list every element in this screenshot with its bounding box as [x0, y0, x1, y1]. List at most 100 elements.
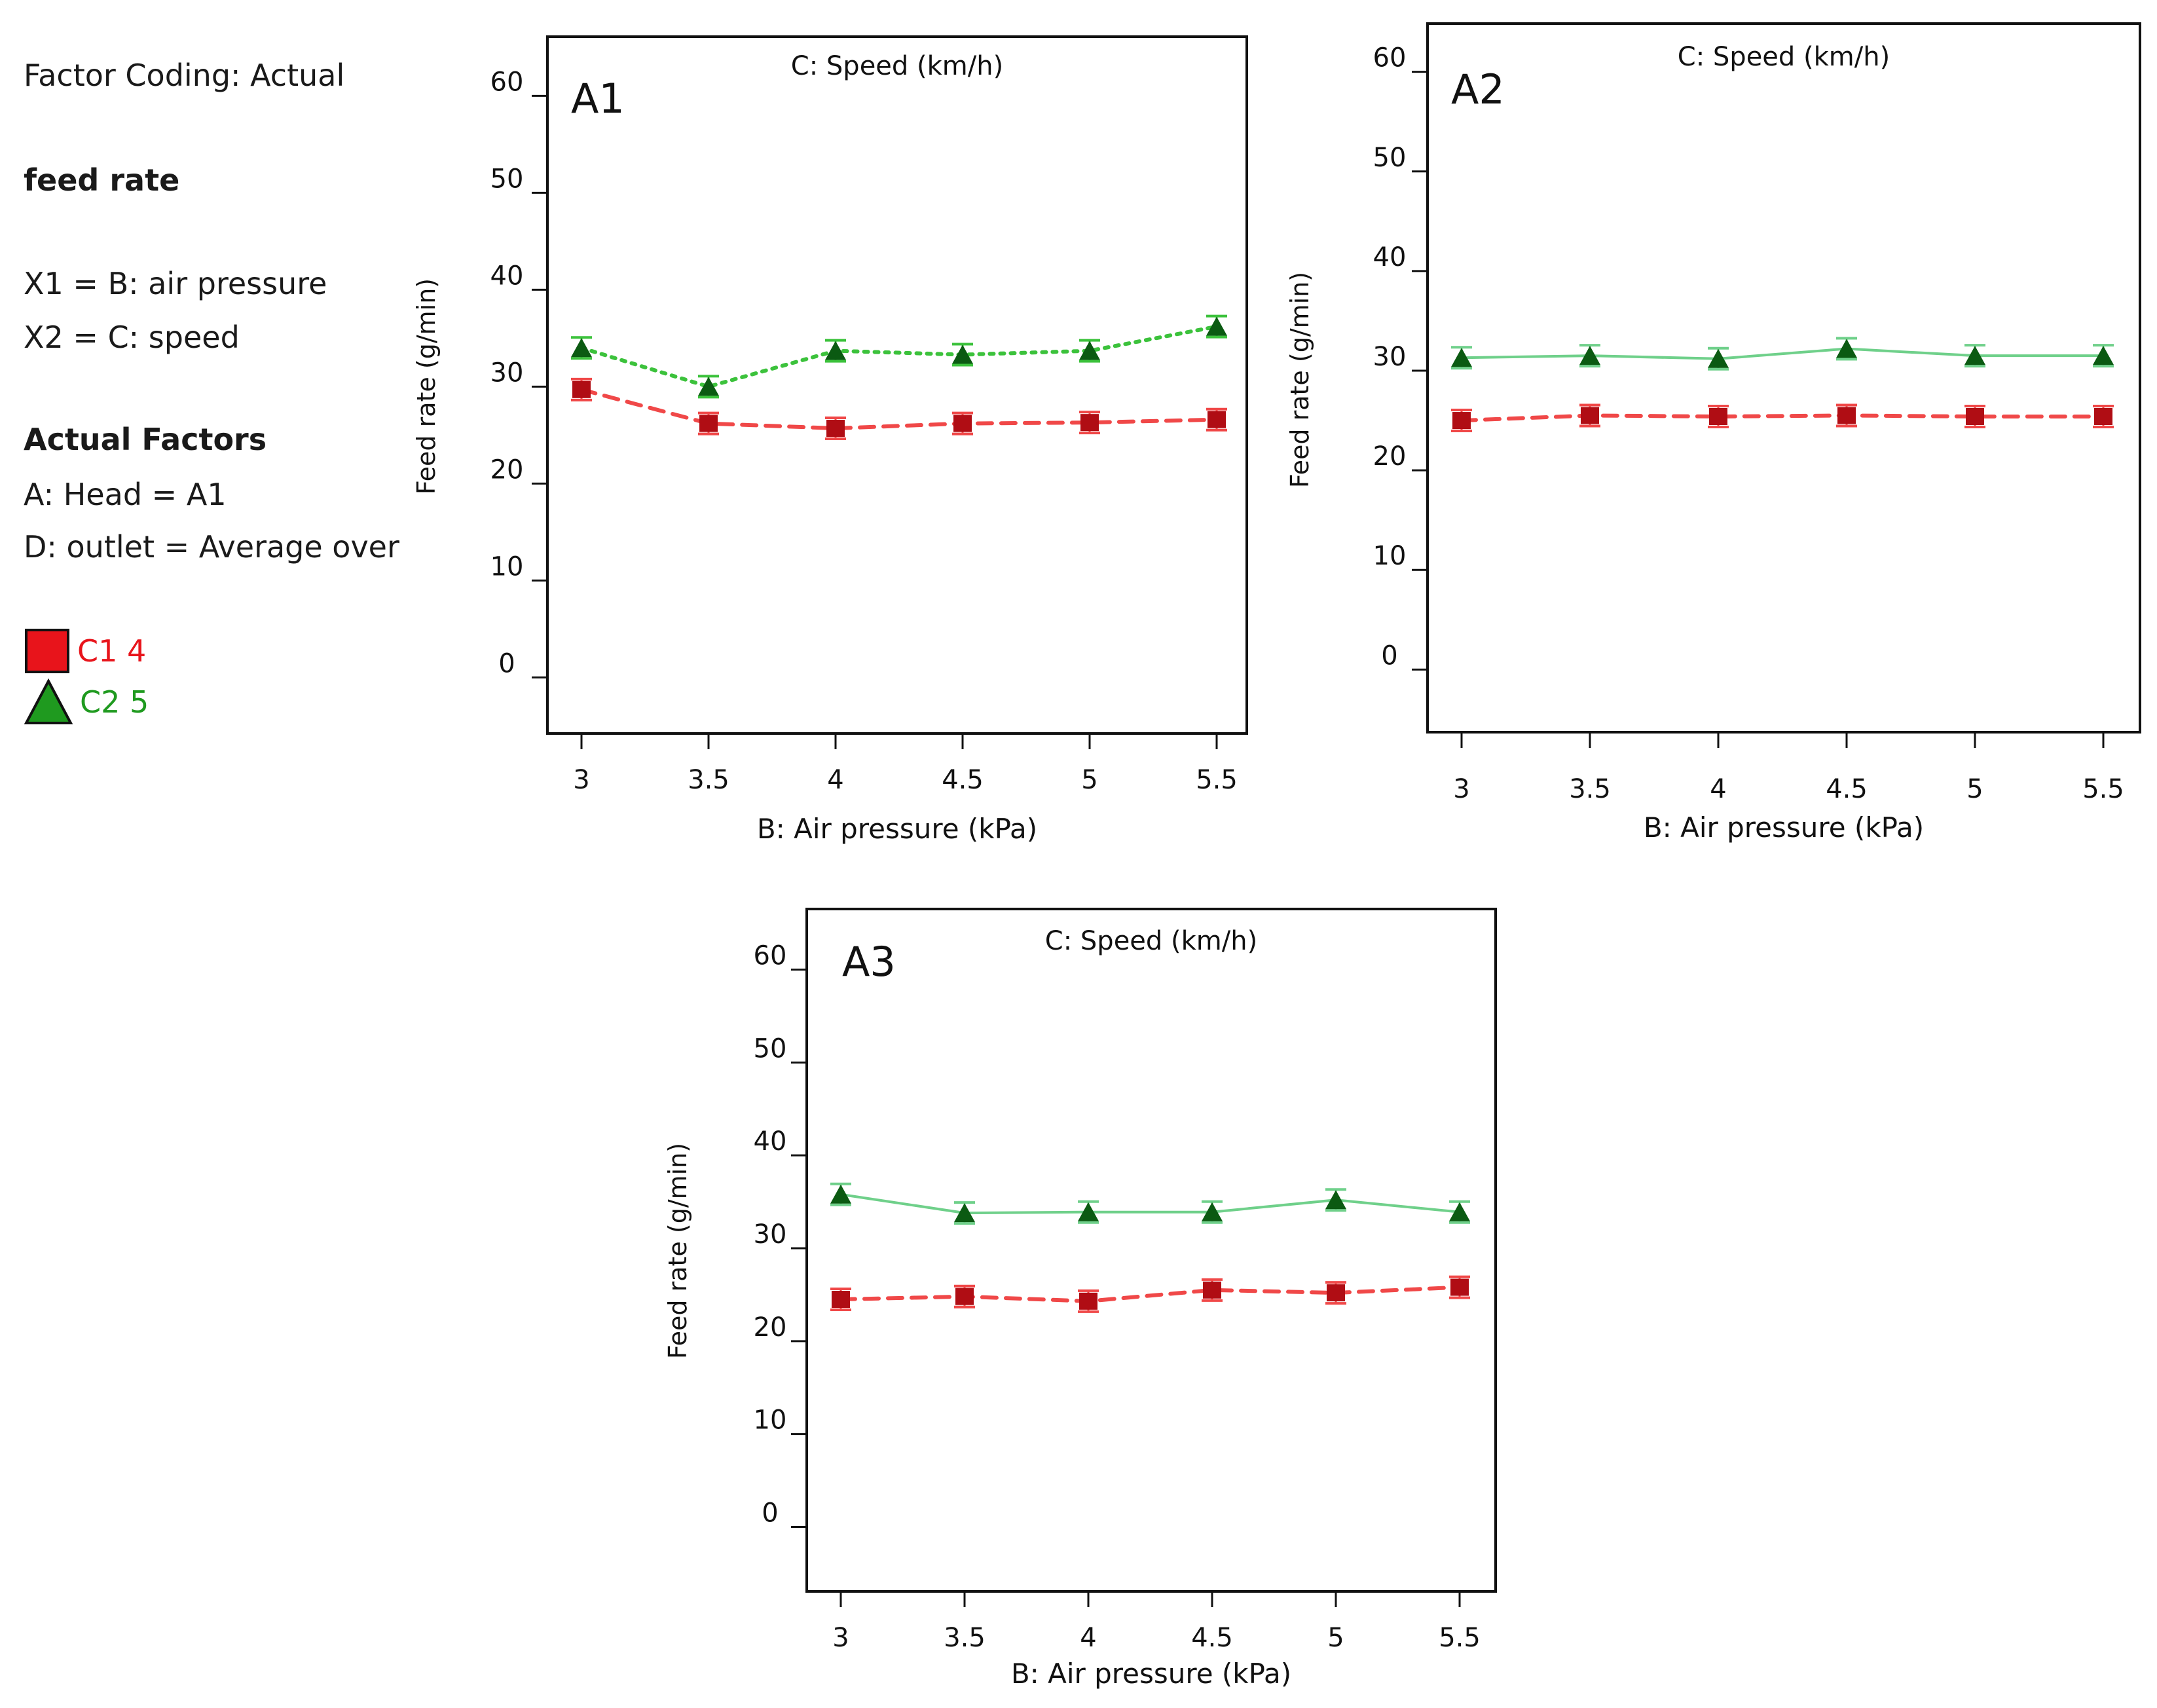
- data-point-square: [1709, 407, 1727, 425]
- data-point-triangle: [1202, 1202, 1223, 1221]
- y-tick-label: 50: [490, 164, 524, 194]
- series-line-c2: [580, 324, 1219, 389]
- y-tick-label: 30: [1373, 342, 1407, 372]
- plot-frame: [805, 908, 1497, 1593]
- x-axis-title: B: Air pressure (kPa): [1011, 1658, 1291, 1690]
- y-tick-label: 50: [754, 1033, 787, 1064]
- data-point-triangle: [1836, 339, 1857, 358]
- data-point-triangle: [1206, 316, 1227, 336]
- panel-label: A3: [842, 938, 896, 986]
- y-tick-label: 30: [490, 358, 524, 388]
- y-tick-label: 40: [754, 1126, 787, 1157]
- y-tick-label: 60: [1373, 43, 1407, 73]
- data-point-triangle: [1078, 1202, 1099, 1221]
- x-tick-label: 5.5: [1439, 1623, 1481, 1653]
- response-name: feed rate: [24, 162, 180, 198]
- y-tick-label: 30: [754, 1219, 787, 1250]
- data-point-square: [1203, 1281, 1221, 1299]
- chart-a3: 0 10 20 30 40 50 60 3 3.5 4 4.5 5 5.5 C: Speed (km/h)…: [663, 908, 1497, 1690]
- data-point-triangle: [830, 1184, 851, 1204]
- data-point-square: [1080, 414, 1099, 432]
- outlet-factor: D: outlet = Average over: [24, 529, 399, 565]
- x2-definition: X2 = C: speed: [24, 320, 240, 355]
- series-line-c1: [580, 387, 1219, 431]
- data-point-square: [1327, 1284, 1345, 1302]
- data-point-square: [1837, 407, 1856, 424]
- x-tick-label: 4: [1710, 774, 1726, 804]
- y-tick-label: 0: [498, 648, 515, 678]
- x-axis-title: B: Air pressure (kPa): [1644, 811, 1924, 844]
- x-tick-label: 5: [1327, 1623, 1344, 1653]
- data-point-triangle: [1451, 348, 1472, 367]
- data-point-square: [572, 381, 591, 398]
- y-tick-label: 60: [754, 941, 787, 971]
- y-tick-label: 10: [490, 551, 524, 582]
- legend-key-c2: C2 5: [24, 678, 149, 726]
- data-point-triangle: [954, 1203, 975, 1223]
- data-point-triangle: [1449, 1202, 1470, 1221]
- series-line-c1: [1460, 413, 2105, 423]
- x-axis-title: B: Air pressure (kPa): [757, 813, 1037, 845]
- green-triangle-icon: [24, 678, 73, 724]
- x-tick-label: 4.5: [942, 765, 984, 795]
- actual-factors-heading: Actual Factors: [24, 422, 267, 457]
- x-tick-label: 3: [573, 765, 589, 795]
- series-line-c1: [839, 1285, 1462, 1303]
- chart-a2: 0 10 20 30 40 50 60 3 3.5 4 4.5 5 5.5 C: Speed (km/h)…: [1285, 22, 2141, 844]
- plot-frame: [1426, 22, 2141, 733]
- x-tick-label: 3: [1453, 774, 1469, 804]
- y-tick-label: 0: [762, 1498, 778, 1528]
- factor-coding-label: Factor Coding: Actual: [24, 58, 345, 93]
- data-point-square: [832, 1291, 850, 1308]
- y-tick-label: 20: [490, 455, 524, 485]
- data-point-square: [1581, 407, 1599, 424]
- x-tick-label: 4.5: [1826, 774, 1868, 804]
- chart-title: C: Speed (km/h): [791, 51, 1003, 81]
- x1-definition: X1 = B: air pressure: [24, 266, 327, 301]
- x-tick-label: 3: [832, 1623, 849, 1653]
- data-point-triangle: [2093, 346, 2114, 365]
- series-line-c2: [1460, 347, 2105, 360]
- chart-title: C: Speed (km/h): [1045, 926, 1257, 956]
- x-tick-label: 4: [1080, 1623, 1096, 1653]
- x-tick-label: 3.5: [1569, 774, 1611, 804]
- data-point-square: [1079, 1292, 1097, 1310]
- y-axis-title: Feed rate (g/min): [1285, 272, 1314, 488]
- y-tick-label: 40: [1373, 242, 1407, 272]
- y-tick-label: 50: [1373, 143, 1407, 173]
- y-tick-label: 0: [1381, 640, 1397, 671]
- legend-key-c1-label: C1 4: [77, 633, 147, 669]
- x-tick-label: 3.5: [944, 1623, 986, 1653]
- y-tick-label: 20: [754, 1312, 787, 1343]
- data-point-triangle: [571, 338, 592, 358]
- red-square-icon: [25, 629, 69, 673]
- data-point-square: [953, 415, 972, 432]
- legend-key-c2-label: C2 5: [80, 684, 149, 720]
- series-line-c2: [839, 1193, 1461, 1215]
- data-point-square: [1450, 1278, 1469, 1296]
- data-point-triangle: [698, 377, 719, 396]
- panel-label: A2: [1451, 65, 1505, 113]
- y-tick-label: 10: [754, 1405, 787, 1436]
- plot-frame: [546, 35, 1248, 735]
- data-point-square: [826, 420, 845, 437]
- x-tick-label: 5: [1081, 765, 1097, 795]
- y-tick-label: 40: [490, 261, 524, 291]
- data-point-triangle: [1579, 346, 1600, 365]
- data-point-square: [699, 415, 718, 432]
- y-tick-label: 10: [1373, 541, 1407, 571]
- data-point-triangle: [1964, 346, 1985, 365]
- legend-key-c1: C1 4: [24, 627, 146, 675]
- chart-a1: 0 10 20 30 40 50 60 3 3.5 4 4.5 5 5.5 C: Speed (km/h)…: [412, 35, 1248, 845]
- y-axis-title: Feed rate (g/min): [663, 1143, 692, 1359]
- data-point-triangle: [825, 341, 846, 360]
- head-factor: A: Head = A1: [24, 477, 227, 512]
- y-axis-title: Feed rate (g/min): [412, 278, 441, 494]
- x-tick-label: 5: [1966, 774, 1983, 804]
- y-tick-label: 60: [490, 67, 524, 97]
- data-point-square: [2094, 407, 2112, 425]
- panel-label: A1: [571, 75, 625, 122]
- x-tick-label: 3.5: [688, 765, 729, 795]
- x-tick-label: 5.5: [1196, 765, 1238, 795]
- data-point-square: [1208, 411, 1226, 428]
